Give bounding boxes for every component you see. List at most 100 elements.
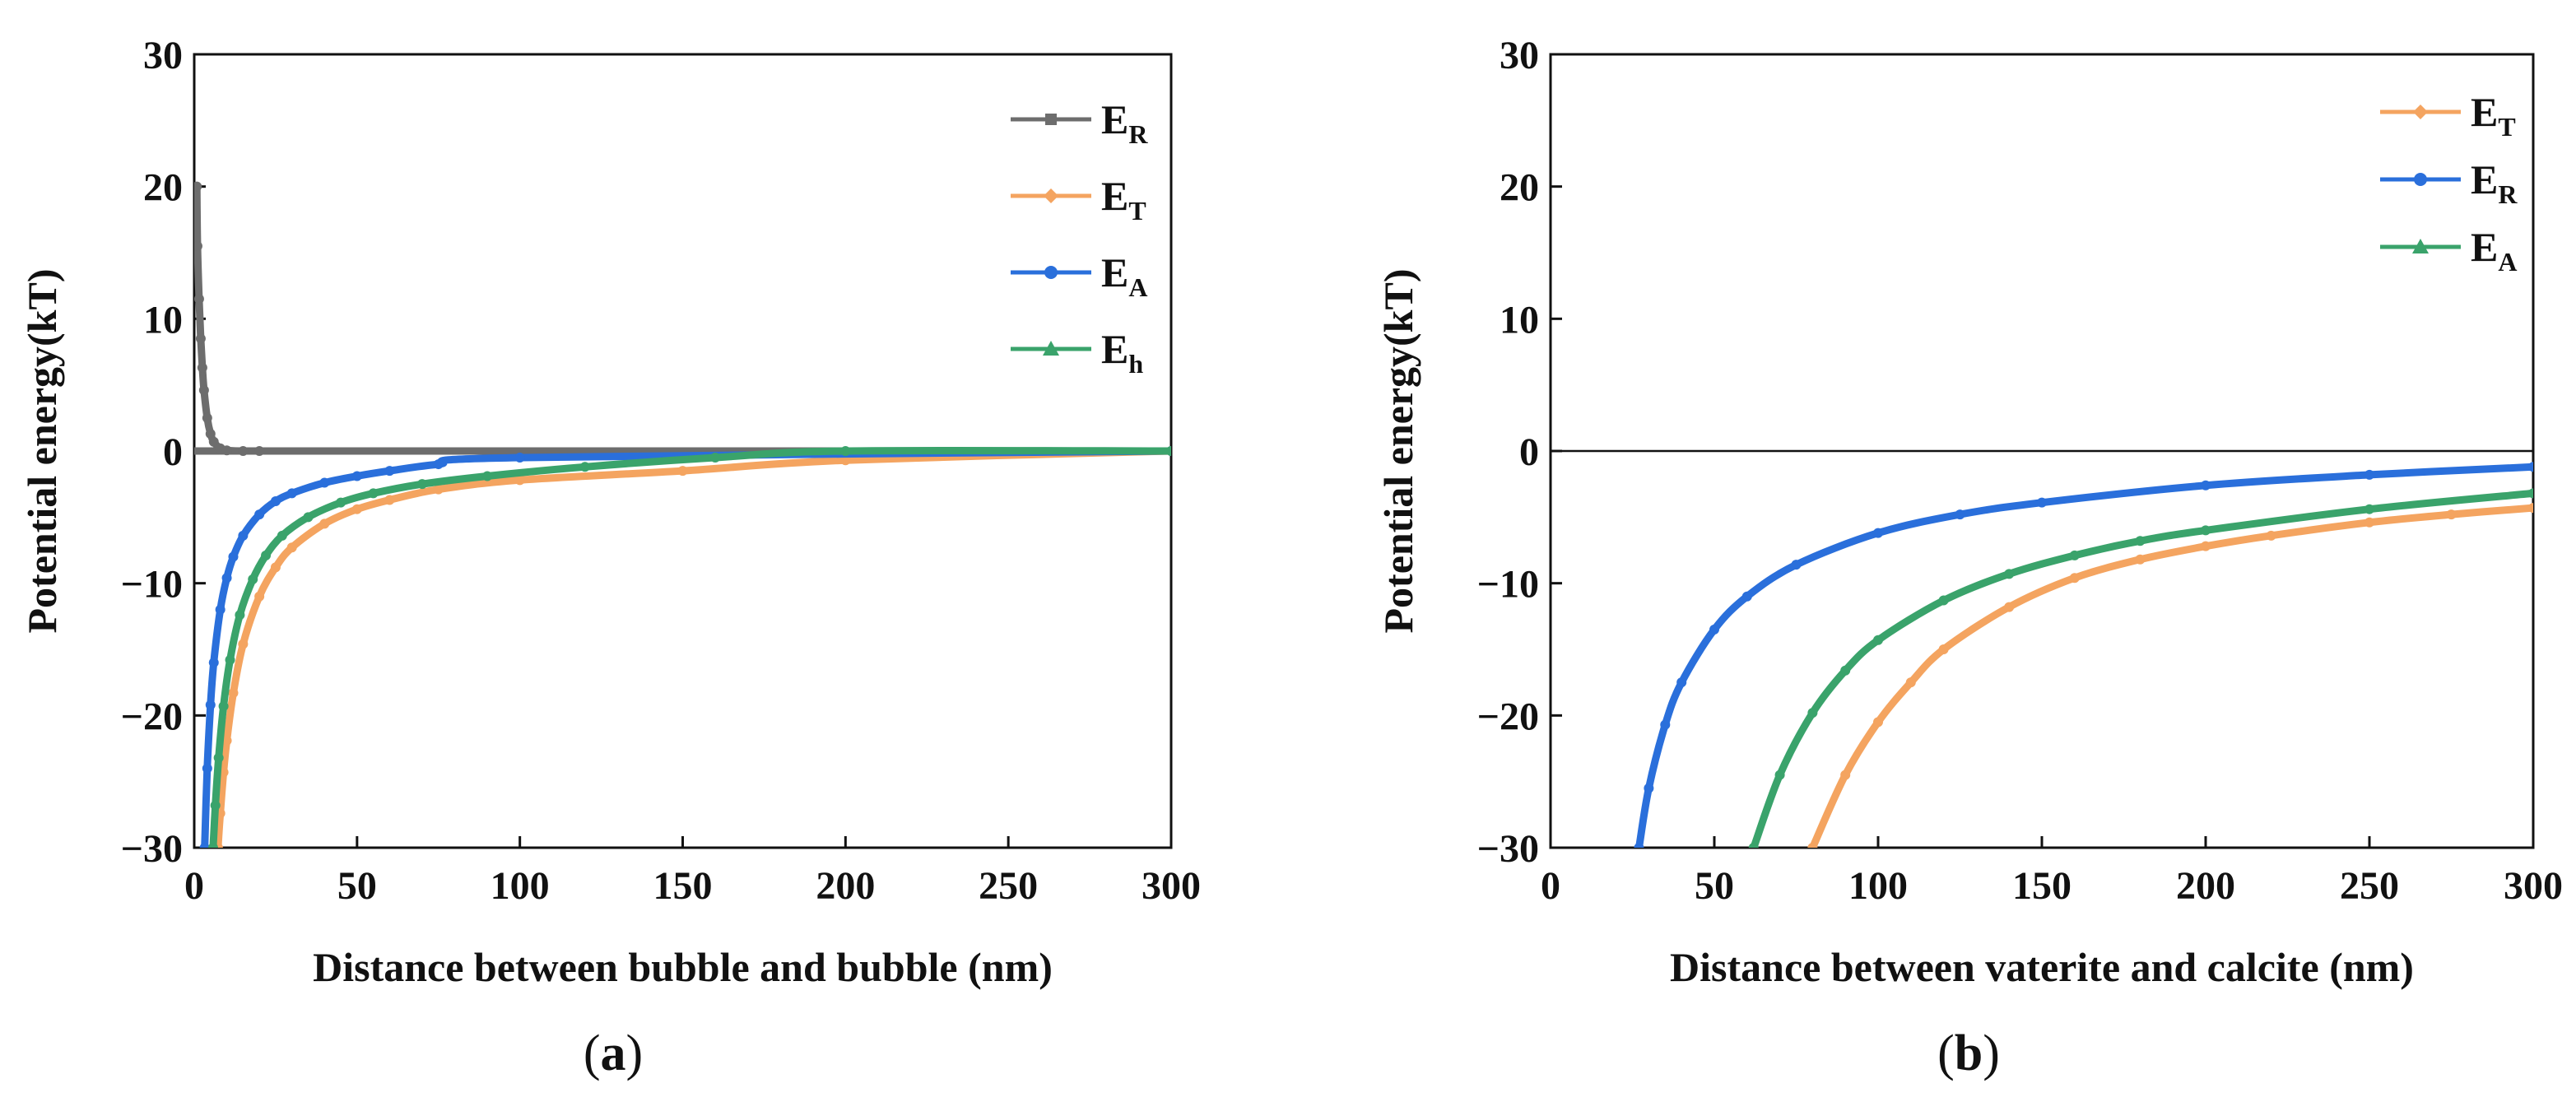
legend-entry-ER: ER — [2380, 156, 2518, 209]
data-point — [579, 462, 590, 472]
series-ET — [1807, 503, 2533, 848]
y-tick-label: 0 — [163, 430, 183, 474]
data-point — [270, 496, 281, 507]
data-point — [303, 512, 314, 523]
legend-marker-diamond — [2413, 105, 2428, 119]
data-point — [1166, 446, 1171, 456]
y-tick-label: 0 — [1519, 430, 1539, 474]
data-point — [286, 542, 297, 553]
data-point — [194, 240, 202, 251]
data-point — [1938, 595, 1949, 606]
y-tick-label: −30 — [121, 827, 183, 871]
data-point — [2037, 497, 2047, 508]
data-point — [416, 479, 427, 490]
data-point — [194, 294, 204, 305]
legend-entry-EA: EA — [2380, 224, 2517, 277]
x-tick-label: 250 — [979, 864, 1038, 908]
data-point — [1840, 665, 1851, 676]
x-tick-label: 150 — [653, 864, 713, 908]
legend-marker-diamond — [1044, 188, 1058, 203]
legend-label-main: E — [2471, 89, 2498, 135]
y-tick-label: 10 — [1500, 298, 1539, 342]
legend-label: ET — [1101, 173, 1146, 226]
data-point — [202, 412, 212, 423]
y-axis-title: Potential energy(kT) — [1375, 269, 1421, 634]
panel-label-close-paren: ) — [1983, 1025, 2000, 1081]
legend-label-subscript: T — [2498, 112, 2515, 142]
series-line — [194, 183, 1171, 455]
x-tick-label: 0 — [184, 864, 204, 908]
x-tick-label: 50 — [1695, 864, 1734, 908]
legend-label-subscript: h — [1128, 349, 1143, 379]
data-point — [368, 488, 379, 499]
panel-label-open-paren: ( — [584, 1025, 601, 1081]
data-point — [235, 610, 245, 621]
series-EA — [199, 446, 1171, 848]
legend-label: Eh — [1101, 326, 1143, 379]
data-point — [1873, 528, 1883, 538]
x-tick-label: 300 — [2504, 864, 2563, 908]
data-point — [210, 800, 221, 811]
data-point — [2004, 602, 2015, 612]
data-point — [1938, 644, 1949, 654]
legend-marker-triangle — [2412, 239, 2429, 253]
data-point — [238, 446, 249, 456]
legend-marker-circle — [2414, 173, 2427, 186]
series-EA — [1748, 488, 2533, 848]
legend-label-main: E — [2471, 224, 2498, 270]
legend-label-subscript: R — [1128, 119, 1148, 149]
data-point — [384, 466, 395, 477]
data-point — [238, 530, 249, 541]
data-point — [277, 530, 287, 541]
y-tick-label: 30 — [143, 34, 183, 77]
data-point — [208, 658, 219, 668]
data-point — [2201, 541, 2211, 551]
x-axis-title: Distance between bubble and bubble (nm) — [313, 944, 1053, 990]
data-point — [194, 181, 202, 192]
series-ER — [1634, 462, 2533, 848]
legend-label-main: E — [1101, 173, 1128, 219]
data-point — [1807, 843, 1818, 848]
data-point — [270, 562, 281, 573]
data-point — [254, 591, 265, 602]
legend-entry-ET: ET — [2380, 89, 2516, 142]
y-tick-label: −10 — [121, 563, 183, 607]
data-point — [1741, 591, 1752, 602]
x-tick-label: 150 — [2012, 864, 2071, 908]
legend-label-subscript: R — [2498, 179, 2518, 209]
data-point — [2266, 530, 2276, 541]
data-point — [195, 333, 206, 344]
data-point — [384, 495, 395, 505]
data-point — [482, 471, 493, 481]
legend-label: ER — [2471, 156, 2518, 209]
data-point — [2528, 503, 2533, 514]
panel-label: (b) — [1937, 1025, 2000, 1081]
data-point — [197, 362, 207, 373]
data-point — [1905, 677, 1916, 688]
legend-label-main: E — [1101, 249, 1128, 295]
data-point — [228, 551, 239, 562]
x-tick-label: 0 — [1541, 864, 1560, 908]
data-point — [351, 471, 362, 481]
data-point — [207, 843, 218, 848]
data-point — [2364, 517, 2374, 528]
legend-label-subscript: T — [1128, 196, 1146, 226]
series-line — [1750, 489, 2533, 848]
y-tick-label: 10 — [143, 298, 183, 342]
data-point — [433, 459, 444, 470]
data-point — [218, 701, 229, 712]
data-point — [2201, 480, 2211, 491]
panel-label-open-paren: ( — [1937, 1025, 1955, 1081]
x-tick-label: 100 — [1848, 864, 1908, 908]
x-tick-label: 50 — [337, 864, 377, 908]
data-point — [710, 453, 721, 463]
y-tick-label: 20 — [143, 166, 183, 210]
legend-entry-ET: ET — [1011, 173, 1146, 226]
data-point — [319, 477, 330, 488]
data-point — [840, 446, 851, 456]
legend-label-main: E — [1101, 326, 1128, 372]
data-point — [1748, 843, 1759, 848]
panel-label-close-paren: ) — [626, 1025, 644, 1081]
chart-panel-b: 0 50 100 150 200 250 3003020100−10−20−30Distan… — [1375, 34, 2563, 1081]
